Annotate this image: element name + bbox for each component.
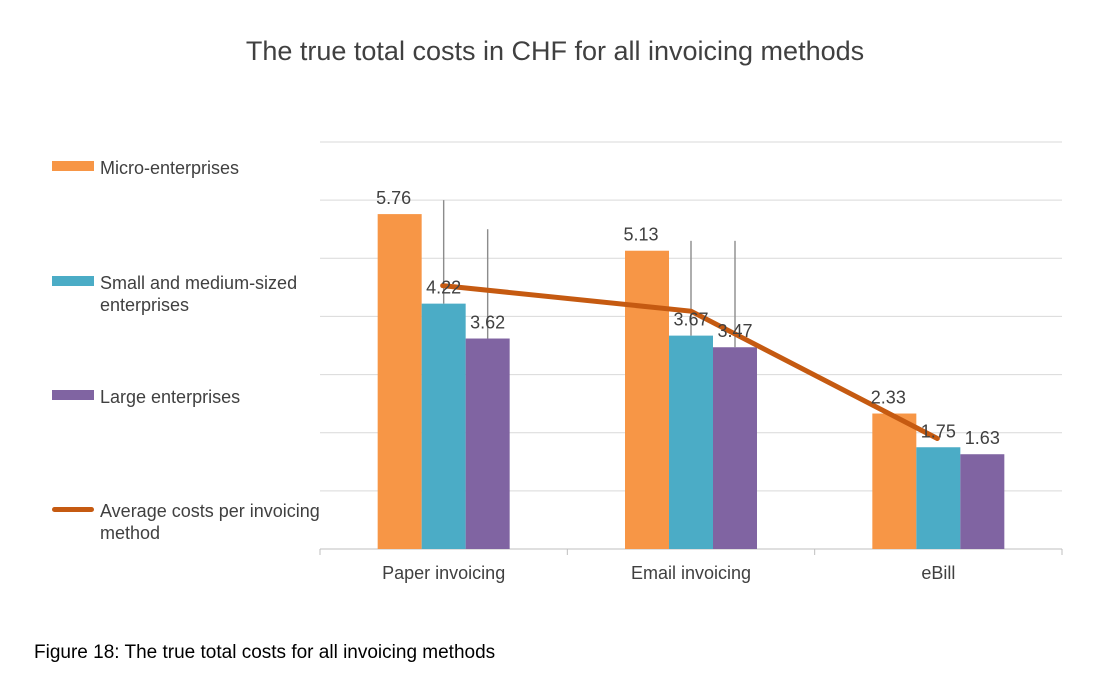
- data-label: 5.76: [376, 188, 411, 208]
- figure-caption: Figure 18: The true total costs for all …: [34, 642, 496, 663]
- legend-label-sme: Small and medium-sized enterprises: [100, 273, 298, 315]
- data-label: 1.63: [965, 428, 1000, 448]
- legend-swatch-micro: [52, 161, 94, 171]
- legend-swatch-large: [52, 390, 94, 400]
- data-label: 1.75: [921, 421, 956, 441]
- bar-chart-plot: 5.76 4.22 3.62 5.13 3.67 3.47 2.33 1.75 1.63 Pape…: [319, 141, 1063, 583]
- category-label: Email invoicing: [631, 563, 751, 583]
- bar: [960, 454, 1005, 549]
- data-label: 4.22: [426, 278, 461, 298]
- data-label: 3.62: [470, 313, 505, 333]
- bar: [669, 335, 713, 549]
- legend-swatch-sme: [52, 276, 94, 286]
- bar: [872, 413, 917, 549]
- category-label: Paper invoicing: [382, 563, 505, 583]
- bar: [625, 250, 669, 549]
- data-label: 3.47: [717, 321, 752, 341]
- legend-label-average: Average costs per invoicing method: [100, 501, 320, 543]
- bar: [465, 338, 510, 549]
- legend-label-large: Large enterprises: [100, 387, 241, 407]
- bar: [916, 447, 961, 549]
- average-costs-line: [440, 283, 940, 442]
- bar: [713, 347, 757, 549]
- bar: [421, 303, 466, 549]
- data-label: 3.67: [673, 310, 708, 330]
- data-label: 5.13: [623, 225, 658, 245]
- bar: [377, 214, 422, 549]
- legend-label-micro: Micro-enterprises: [100, 158, 240, 178]
- legend: Micro-enterprises Small and medium-sized…: [52, 0, 332, 560]
- data-label: 2.33: [871, 388, 906, 408]
- chart-title: The true total costs in CHF for all invo…: [245, 36, 865, 66]
- category-label: eBill: [921, 563, 955, 583]
- legend-swatch-average-line: [52, 507, 94, 512]
